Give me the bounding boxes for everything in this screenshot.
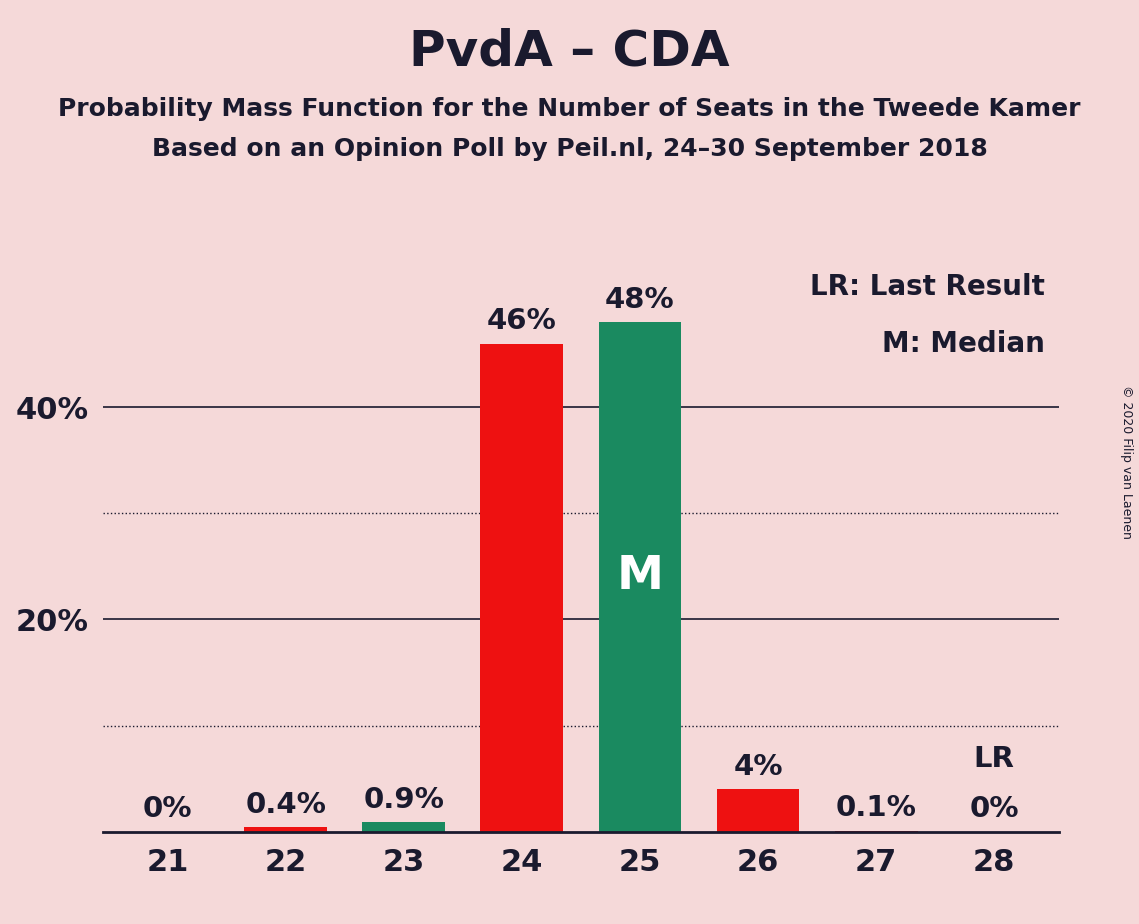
Text: 0.9%: 0.9% [363,785,444,813]
Text: M: Median: M: Median [882,331,1044,359]
Text: © 2020 Filip van Laenen: © 2020 Filip van Laenen [1121,385,1133,539]
Text: 0%: 0% [142,796,192,823]
Bar [362,822,445,832]
Bar [244,827,327,832]
Text: 46%: 46% [487,307,557,335]
Bar [835,831,918,832]
Text: Based on an Opinion Poll by Peil.nl, 24–30 September 2018: Based on an Opinion Poll by Peil.nl, 24–… [151,137,988,161]
Text: 0%: 0% [969,796,1019,823]
Text: 48%: 48% [605,286,674,314]
Bar [481,344,563,832]
Bar [716,789,800,832]
Text: 4%: 4% [734,753,782,781]
Text: LR: LR [974,746,1015,773]
Bar [599,322,681,832]
Text: Probability Mass Function for the Number of Seats in the Tweede Kamer: Probability Mass Function for the Number… [58,97,1081,121]
Text: 0.1%: 0.1% [836,794,917,822]
Text: 0.4%: 0.4% [245,791,326,819]
Text: PvdA – CDA: PvdA – CDA [409,28,730,76]
Text: M: M [616,554,663,600]
Text: LR: Last Result: LR: Last Result [810,274,1044,301]
